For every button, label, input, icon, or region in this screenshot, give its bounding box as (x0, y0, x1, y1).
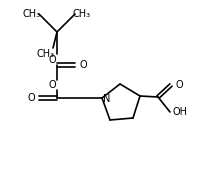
Text: CH₃: CH₃ (23, 9, 41, 19)
Text: O: O (48, 55, 56, 65)
Text: OH: OH (172, 107, 188, 117)
Text: CH₃: CH₃ (73, 9, 91, 19)
Text: O: O (175, 80, 183, 90)
Text: O: O (79, 60, 87, 70)
Text: CH₃: CH₃ (37, 49, 55, 59)
Text: N: N (103, 94, 111, 104)
Text: O: O (27, 93, 35, 103)
Text: O: O (48, 80, 56, 90)
